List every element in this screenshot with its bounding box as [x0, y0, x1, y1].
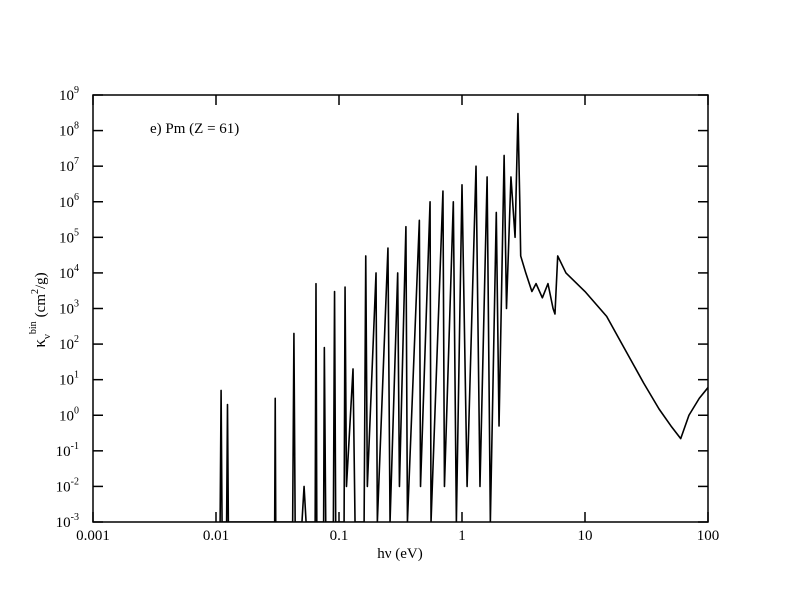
y-tick-base: 10 [59, 230, 74, 246]
y-tick-base: 10 [56, 479, 71, 495]
x-axis-label: hν (eV) [377, 546, 423, 562]
y-tick-exponent: -1 [71, 441, 79, 452]
y-tick-label: 101 [59, 370, 79, 389]
y-tick-exponent: -2 [71, 476, 79, 487]
x-tick-label: 10 [578, 528, 593, 544]
y-tick-base: 10 [59, 302, 74, 318]
y-label-unit-sup: 2 [30, 289, 41, 294]
y-tick-base: 10 [56, 444, 71, 460]
x-tick-label: 100 [697, 528, 720, 544]
y-tick-exponent: 6 [74, 192, 79, 203]
y-label-sub: ν [41, 334, 53, 339]
y-tick-exponent: 7 [74, 156, 79, 167]
data-line [219, 112, 708, 522]
y-tick-label: 108 [59, 121, 79, 140]
x-tick-label: 1 [458, 528, 466, 544]
annotation: e) Pm (Z = 61) [150, 121, 239, 137]
y-tick-exponent: -3 [71, 512, 79, 523]
y-tick-label: 103 [59, 299, 79, 318]
y-tick-base: 10 [59, 124, 74, 140]
y-tick-base: 10 [59, 337, 74, 353]
x-tick-label: 0.01 [203, 528, 229, 544]
y-tick-exponent: 3 [74, 299, 79, 310]
y-label-unit-end: /g) [33, 272, 49, 289]
y-tick-label: 100 [59, 405, 79, 424]
y-tick-label: 10-1 [56, 441, 79, 460]
y-axis-label: κνbin (cm2/g) [28, 272, 53, 347]
y-tick-label: 107 [59, 156, 79, 175]
y-tick-exponent: 2 [74, 334, 79, 345]
y-tick-exponent: 0 [74, 405, 79, 416]
y-tick-base: 10 [59, 195, 74, 211]
y-tick-exponent: 5 [74, 227, 79, 238]
x-tick-label: 0.1 [330, 528, 349, 544]
y-tick-label: 10-3 [56, 512, 79, 531]
y-tick-base: 10 [59, 266, 74, 282]
y-tick-label: 104 [59, 263, 79, 282]
y-label-unit: (cm [33, 294, 49, 318]
y-tick-label: 10-2 [56, 476, 79, 495]
y-tick-label: 109 [59, 85, 79, 104]
y-tick-exponent: 1 [74, 370, 79, 381]
y-tick-label: 105 [59, 227, 79, 246]
y-tick-base: 10 [59, 408, 74, 424]
y-tick-base: 10 [59, 88, 74, 104]
y-tick-label: 106 [59, 192, 79, 211]
y-tick-label: 102 [59, 334, 79, 353]
y-label-sup: bin [28, 321, 39, 334]
y-tick-exponent: 8 [74, 121, 79, 132]
x-tick-label: 0.001 [76, 528, 110, 544]
y-tick-base: 10 [59, 159, 74, 175]
y-tick-base: 10 [59, 373, 74, 389]
y-tick-exponent: 9 [74, 85, 79, 96]
y-tick-base: 10 [56, 515, 71, 531]
y-tick-exponent: 4 [74, 263, 79, 274]
y-label-symbol: κ [30, 339, 49, 348]
